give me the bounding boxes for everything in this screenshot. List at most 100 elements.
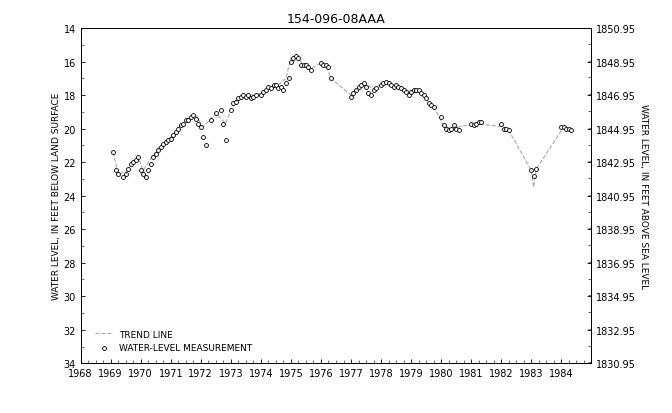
WATER-LEVEL MEASUREMENT xyxy=(291,54,302,61)
WATER-LEVEL MEASUREMENT xyxy=(108,150,118,156)
WATER-LEVEL MEASUREMENT xyxy=(316,61,327,67)
WATER-LEVEL MEASUREMENT xyxy=(113,171,124,178)
WATER-LEVEL MEASUREMENT xyxy=(498,126,509,133)
WATER-LEVEL MEASUREMENT xyxy=(255,93,266,99)
WATER-LEVEL MEASUREMENT xyxy=(230,99,241,106)
WATER-LEVEL MEASUREMENT xyxy=(444,128,454,134)
WATER-LEVEL MEASUREMENT xyxy=(278,88,289,94)
WATER-LEVEL MEASUREMENT xyxy=(210,111,221,118)
WATER-LEVEL MEASUREMENT xyxy=(245,96,256,102)
WATER-LEVEL MEASUREMENT xyxy=(441,126,452,133)
WATER-LEVEL MEASUREMENT xyxy=(123,166,134,173)
WATER-LEVEL MEASUREMENT xyxy=(216,107,226,114)
TREND LINE xyxy=(169,133,177,138)
WATER-LEVEL MEASUREMENT xyxy=(286,59,296,66)
WATER-LEVEL MEASUREMENT xyxy=(126,161,136,168)
WATER-LEVEL MEASUREMENT xyxy=(185,114,196,121)
WATER-LEVEL MEASUREMENT xyxy=(235,94,246,101)
TREND LINE xyxy=(292,55,300,60)
WATER-LEVEL MEASUREMENT xyxy=(251,93,261,99)
WATER-LEVEL MEASUREMENT xyxy=(381,79,392,86)
WATER-LEVEL MEASUREMENT xyxy=(348,91,359,97)
WATER-LEVEL MEASUREMENT xyxy=(563,126,574,133)
WATER-LEVEL MEASUREMENT xyxy=(218,121,228,128)
WATER-LEVEL MEASUREMENT xyxy=(390,83,401,89)
WATER-LEVEL MEASUREMENT xyxy=(413,88,424,94)
WATER-LEVEL MEASUREMENT xyxy=(363,91,374,97)
WATER-LEVEL MEASUREMENT xyxy=(428,104,439,111)
TREND LINE xyxy=(259,90,267,95)
WATER-LEVEL MEASUREMENT xyxy=(556,124,566,131)
WATER-LEVEL MEASUREMENT xyxy=(370,86,381,93)
WATER-LEVEL MEASUREMENT xyxy=(276,84,286,91)
WATER-LEVEL MEASUREMENT xyxy=(173,126,183,133)
WATER-LEVEL MEASUREMENT xyxy=(526,168,537,174)
WATER-LEVEL MEASUREMENT xyxy=(268,83,279,89)
WATER-LEVEL MEASUREMENT xyxy=(419,93,429,99)
WATER-LEVEL MEASUREMENT xyxy=(180,118,191,124)
WATER-LEVEL MEASUREMENT xyxy=(451,126,462,133)
WATER-LEVEL MEASUREMENT xyxy=(318,62,329,69)
TREND LINE xyxy=(530,185,538,190)
WATER-LEVEL MEASUREMENT xyxy=(345,94,356,101)
WATER-LEVEL MEASUREMENT xyxy=(273,86,284,93)
WATER-LEVEL MEASUREMENT xyxy=(448,123,459,129)
WATER-LEVEL MEASUREMENT xyxy=(190,116,201,123)
WATER-LEVEL MEASUREMENT xyxy=(453,128,464,134)
WATER-LEVEL MEASUREMENT xyxy=(133,154,144,161)
WATER-LEVEL MEASUREMENT xyxy=(175,123,186,129)
WATER-LEVEL MEASUREMENT xyxy=(421,96,431,102)
WATER-LEVEL MEASUREMENT xyxy=(408,88,419,94)
WATER-LEVEL MEASUREMENT xyxy=(153,148,163,154)
WATER-LEVEL MEASUREMENT xyxy=(280,81,291,88)
WATER-LEVEL MEASUREMENT xyxy=(321,62,331,69)
WATER-LEVEL MEASUREMENT xyxy=(128,159,138,166)
WATER-LEVEL MEASUREMENT xyxy=(528,173,539,179)
WATER-LEVEL MEASUREMENT xyxy=(398,88,409,94)
WATER-LEVEL MEASUREMENT xyxy=(496,121,507,128)
Title: 154-096-08AAA: 154-096-08AAA xyxy=(287,13,385,26)
WATER-LEVEL MEASUREMENT xyxy=(401,89,411,96)
TREND LINE xyxy=(327,77,335,82)
WATER-LEVEL MEASUREMENT xyxy=(155,145,166,151)
WATER-LEVEL MEASUREMENT xyxy=(396,86,407,93)
WATER-LEVEL MEASUREMENT xyxy=(306,67,317,74)
WATER-LEVEL MEASUREMENT xyxy=(288,56,299,62)
WATER-LEVEL MEASUREMENT xyxy=(386,83,396,89)
TREND LINE xyxy=(394,85,403,90)
WATER-LEVEL MEASUREMENT xyxy=(353,84,364,91)
WATER-LEVEL MEASUREMENT xyxy=(435,114,446,121)
TREND LINE xyxy=(109,150,117,155)
WATER-LEVEL MEASUREMENT xyxy=(258,89,269,96)
TREND LINE xyxy=(564,127,573,132)
WATER-LEVEL MEASUREMENT xyxy=(118,174,128,181)
WATER-LEVEL MEASUREMENT xyxy=(446,126,456,133)
WATER-LEVEL MEASUREMENT xyxy=(233,96,244,102)
WATER-LEVEL MEASUREMENT xyxy=(376,83,386,89)
WATER-LEVEL MEASUREMENT xyxy=(148,154,159,161)
WATER-LEVEL MEASUREMENT xyxy=(263,84,274,91)
WATER-LEVEL MEASUREMENT xyxy=(468,123,479,129)
WATER-LEVEL MEASUREMENT xyxy=(325,76,336,83)
WATER-LEVEL MEASUREMENT xyxy=(193,121,204,128)
WATER-LEVEL MEASUREMENT xyxy=(298,62,309,69)
WATER-LEVEL MEASUREMENT xyxy=(438,123,449,129)
WATER-LEVEL MEASUREMENT xyxy=(323,64,334,71)
WATER-LEVEL MEASUREMENT xyxy=(366,93,376,99)
WATER-LEVEL MEASUREMENT xyxy=(165,136,176,142)
WATER-LEVEL MEASUREMENT xyxy=(261,88,271,94)
WATER-LEVEL MEASUREMENT xyxy=(151,151,161,158)
WATER-LEVEL MEASUREMENT xyxy=(110,168,121,174)
TREND LINE xyxy=(355,85,363,90)
WATER-LEVEL MEASUREMENT xyxy=(423,101,434,107)
WATER-LEVEL MEASUREMENT xyxy=(393,84,404,91)
WATER-LEVEL MEASUREMENT xyxy=(383,81,394,88)
WATER-LEVEL MEASUREMENT xyxy=(361,84,372,91)
WATER-LEVEL MEASUREMENT xyxy=(178,121,189,128)
WATER-LEVEL MEASUREMENT xyxy=(158,141,169,147)
WATER-LEVEL MEASUREMENT xyxy=(140,174,151,181)
WATER-LEVEL MEASUREMENT xyxy=(300,62,311,69)
WATER-LEVEL MEASUREMENT xyxy=(168,133,179,139)
WATER-LEVEL MEASUREMENT xyxy=(120,171,131,178)
WATER-LEVEL MEASUREMENT xyxy=(228,101,239,107)
